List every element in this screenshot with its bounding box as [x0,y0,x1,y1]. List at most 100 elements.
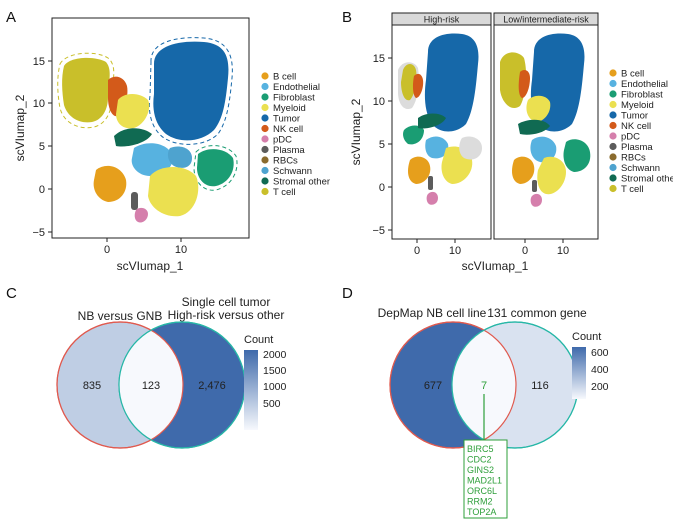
panel-a-xlabel: scVIumap_1 [117,259,184,273]
legend-swatch-myeloid [609,100,617,109]
panel-b: B High-risk Low/intermediate-risk [342,9,673,273]
venn-c-right-count: 2,476 [198,380,226,392]
cluster-plasma-low [532,180,537,192]
panel-a-label: A [6,9,16,26]
cluster-myeloid-upper [116,94,150,129]
legend-label-tumor: Tumor [273,114,300,125]
legend-swatch-nk-cell [609,121,617,130]
legend-swatch-schwann [609,163,617,172]
cluster-endothelial [131,143,173,176]
venn-d-right-title: 131 common gene [487,306,587,320]
cluster-t-cell [62,57,110,123]
cluster-nk-cell-low [518,70,530,98]
panel-b-ytick: 15 [373,53,385,65]
legend-swatch-b-cell [609,69,617,77]
legend-swatch-plasma [261,145,269,154]
cluster-b-cell-low [512,156,535,184]
panel-b-x-axis: 0 10 0 10 [414,239,569,257]
legend-label-nk-cell: NK cell [273,124,303,135]
legend-swatch-fibroblast [261,93,269,101]
venn-c-intersection [119,330,184,440]
legend-label-nk-cell: NK cell [621,121,651,132]
legend-swatch-tumor [261,114,269,122]
venn-d-intersection-count: 7 [481,380,487,392]
cluster-stromal-high [418,113,446,129]
colorbar-c-tick: 1500 [263,365,287,377]
cluster-fibroblast-low [563,139,591,172]
legend-label-t-cell: T cell [621,184,644,195]
facet-high-risk-umap [398,33,482,205]
gene-item: TOP2A [467,507,496,517]
gene-item: BIRC5 [467,444,494,454]
venn-c-intersection-count: 123 [142,380,160,392]
venn-c-right-title-line1: Single cell tumor [182,295,271,309]
colorbar-c: Count 2000 1500 1000 500 [244,334,287,430]
gene-item: GINS2 [467,465,494,475]
legend-swatch-endothelial [261,82,269,91]
panel-b-ytick: 5 [379,139,385,151]
legend-swatch-t-cell [609,184,617,193]
legend-swatch-schwann [261,166,269,175]
legend-label-plasma: Plasma [621,142,653,153]
panel-a-umap [57,37,238,223]
colorbar-d-tick: 600 [591,347,609,359]
cluster-pdc-high [426,191,438,205]
gene-item: MAD2L1 [467,476,502,486]
colorbar-d-title: Count [572,331,601,343]
cluster-endothelial-low [530,136,557,163]
cluster-tumor-high [424,33,479,132]
panel-a-xtick: 0 [104,244,110,256]
cluster-fibroblast [197,149,234,187]
legend-label-endothelial: Endothelial [621,79,668,90]
facet-low-risk-umap [500,33,591,207]
gene-item: CDC2 [467,455,492,465]
cluster-nk-cell-high [412,73,424,98]
legend-label-myeloid: Myeloid [273,103,306,114]
cluster-endothelial-high [425,136,449,159]
colorbar-d-tick: 200 [591,381,609,393]
colorbar-c-tick: 2000 [263,349,287,361]
panel-b-xtick: 10 [449,245,461,257]
panel-b-xtick: 10 [557,245,569,257]
legend-swatch-rbcs [261,156,269,164]
panel-d-label: D [342,285,353,302]
panel-d: D DepMap NB cell line 131 common gene 67… [342,285,609,519]
panel-b-ytick: −5 [372,225,385,237]
venn-c-left-title: NB versus GNB [78,309,163,323]
colorbar-c-gradient [244,350,258,430]
venn-d-left-title: DepMap NB cell line [378,306,487,320]
cluster-tumor [153,41,229,141]
cluster-plasma-high [428,176,433,190]
venn-c-right-title-line2: High-risk versus other [168,308,285,322]
legend-label-rbcs: RBCs [621,153,646,164]
panel-b-xlabel: scVIumap_1 [462,259,529,273]
legend-label-pdc: pDC [621,132,640,143]
legend-swatch-myeloid [261,103,269,112]
legend-label-pdc: pDC [273,135,292,146]
panel-a-ytick: 5 [39,141,45,153]
cluster-myeloid-low [537,156,566,195]
gene-list-box [463,439,508,519]
cluster-pdc [134,207,148,223]
venn-d-intersection [452,330,517,440]
panel-a-x-axis: 0 10 [104,238,187,256]
venn-d-left-count: 677 [424,380,442,392]
panel-a-y-axis: 15 10 5 0 −5 [32,56,52,239]
cluster-t-cell-high [401,64,417,101]
legend-swatch-pdc [261,135,269,143]
venn-c: 835 123 2,476 [56,321,246,449]
panel-b-ylabel: scVIumap_2 [349,98,363,165]
panel-b-y-axis: 15 10 5 0 −5 [372,53,392,237]
legend-label-schwann: Schwann [621,163,660,174]
panel-b-xtick: 0 [414,245,420,257]
panel-a-ytick: −5 [32,227,45,239]
panel-a: A [6,9,330,273]
colorbar-d-tick: 400 [591,364,609,376]
legend-swatch-pdc [609,132,617,140]
legend-swatch-nk-cell [261,124,269,133]
panel-a-ylabel: scVIumap_2 [13,94,27,161]
facet-title-low-risk: Low/intermediate-risk [503,15,589,25]
legend-label-fibroblast: Fibroblast [273,93,315,104]
